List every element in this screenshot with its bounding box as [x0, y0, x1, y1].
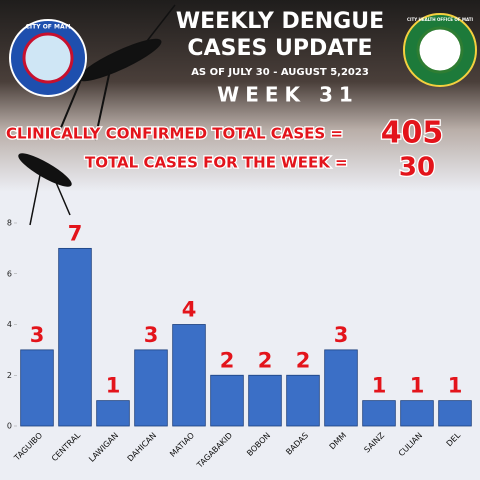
bar — [324, 349, 358, 427]
bar — [400, 400, 434, 427]
bar — [20, 349, 54, 427]
y-tick-label: 6 — [7, 269, 12, 278]
data-label: 2 — [296, 348, 311, 372]
data-label: 1 — [372, 374, 387, 398]
bar — [248, 374, 282, 427]
data-label: 2 — [258, 348, 273, 372]
summary-label: CLINICALLY CONFIRMED TOTAL CASES = — [6, 125, 343, 143]
bar — [134, 349, 168, 427]
data-label: 3 — [144, 323, 159, 347]
week: WEEK 31 — [217, 83, 359, 107]
summary-label: TOTAL CASES FOR THE WEEK = — [85, 154, 348, 172]
summary-value: 30 — [399, 153, 435, 183]
logo-text: CITY HEALTH OFFICE OF MATI — [407, 17, 473, 22]
y-tick-label: 8 — [7, 219, 12, 228]
bar — [172, 324, 206, 427]
left-logo: CITY OF MATI — [9, 19, 87, 97]
logo-text: CITY OF MATI — [26, 24, 71, 31]
data-label: 3 — [30, 323, 45, 347]
y-tick-label: 2 — [7, 371, 12, 380]
y-tick-label: 0 — [7, 422, 12, 431]
data-label: 7 — [68, 221, 83, 245]
bar — [362, 400, 396, 427]
bar — [96, 400, 130, 427]
date-range: AS OF JULY 30 - AUGUST 5,2023 — [191, 67, 369, 78]
data-label: 1 — [106, 374, 121, 398]
bar — [210, 374, 244, 427]
data-label: 3 — [334, 323, 349, 347]
right-logo: CITY HEALTH OFFICE OF MATI — [403, 13, 477, 87]
title: CASES UPDATE — [187, 36, 372, 61]
data-label: 2 — [220, 348, 235, 372]
data-label: 1 — [448, 374, 463, 398]
y-tick-label: 4 — [7, 320, 12, 329]
bar — [58, 247, 92, 427]
data-label: 4 — [182, 298, 197, 322]
title: WEEKLY DENGUE — [176, 9, 384, 34]
bar — [438, 400, 472, 427]
mosquito-decoration — [18, 4, 176, 226]
summary-value: 405 — [381, 116, 444, 151]
bar — [286, 374, 320, 427]
data-label: 1 — [410, 374, 425, 398]
